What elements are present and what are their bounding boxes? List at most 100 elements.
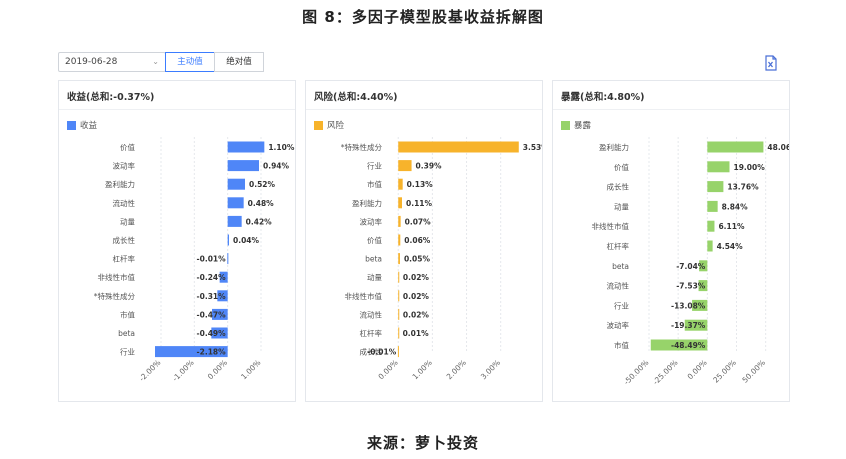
return-category-label: 非线性市值 (98, 272, 136, 282)
risk-bar[interactable] (398, 160, 412, 172)
risk-bar[interactable] (397, 346, 399, 358)
risk-category-label: 波动率 (360, 216, 383, 226)
risk-tick-label: 0.00% (376, 358, 399, 381)
risk-category-label: 盈利能力 (352, 198, 382, 208)
return-value-label: 0.48% (248, 199, 275, 208)
return-value-label: -0.01% (197, 255, 227, 264)
return-value-label: 1.10% (268, 143, 295, 152)
date-select[interactable]: 2019-06-28 ⌄ (58, 52, 166, 72)
return-bar[interactable] (155, 346, 228, 358)
risk-bar[interactable] (398, 141, 519, 153)
date-value: 2019-06-28 (65, 57, 118, 67)
exposure-category-label: 成长性 (607, 182, 630, 192)
return-category-label: *特殊性成分 (94, 291, 136, 301)
return-panel-divider (59, 109, 295, 110)
risk-bar[interactable] (398, 327, 400, 339)
risk-value-label: 0.39% (416, 162, 443, 171)
risk-category-label: 杠杆率 (360, 328, 383, 338)
exposure-value-label: -48.49% (671, 341, 706, 350)
return-bar[interactable] (227, 197, 244, 209)
return-category-label: 行业 (120, 347, 135, 357)
exposure-bar[interactable] (650, 339, 708, 351)
exposure-value-label: -7.04% (676, 262, 706, 271)
return-chart: -2.00% -1.00% 0.00% 1.00% 价值 1.10% 波动率 0.94% 盈利能… (94, 137, 295, 383)
risk-bar[interactable] (398, 253, 400, 265)
return-category-label: beta (118, 329, 135, 338)
return-bar[interactable] (227, 253, 229, 265)
exposure-category-label: 流动性 (607, 281, 630, 291)
return-bar[interactable] (227, 215, 242, 227)
risk-bar[interactable] (398, 197, 402, 209)
exposure-chart: -50.00% -25.00% 0.00% 25.00% 50.00% 盈利能力 48.06… (592, 137, 789, 387)
exposure-bar[interactable] (692, 299, 708, 311)
exposure-tick-label: -25.00% (651, 358, 680, 387)
figure-title: 图 8：多因子模型股基收益拆解图 (302, 8, 544, 26)
exposure-bar[interactable] (699, 260, 708, 272)
exposure-bar[interactable] (707, 181, 724, 193)
risk-bar[interactable] (398, 234, 401, 246)
return-category-label: 成长性 (113, 235, 136, 245)
return-bar[interactable] (211, 327, 228, 339)
risk-value-label: 3.53% (523, 143, 542, 152)
risk-tick-label: 2.00% (445, 358, 468, 381)
risk-value-label: -0.01% (367, 348, 397, 357)
risk-category-label: 价值 (367, 235, 382, 245)
exposure-bar[interactable] (684, 319, 708, 331)
exposure-legend[interactable]: 暴露 (561, 119, 592, 131)
exposure-value-label: -7.53% (676, 282, 706, 291)
risk-bar[interactable] (398, 290, 400, 302)
return-bar[interactable] (219, 271, 228, 283)
risk-category-label: 成长性 (360, 347, 383, 357)
risk-panel-divider (306, 109, 542, 110)
return-legend[interactable]: 收益 (67, 119, 97, 131)
risk-panel: 风险(总和:4.40%) 风险 0.00% 1.00% 2.00% 3.00% *特殊性… (305, 80, 543, 402)
risk-value-label: 0.11% (406, 199, 433, 208)
return-bar[interactable] (227, 141, 265, 153)
exposure-legend-label: 暴露 (574, 121, 592, 131)
return-panel: 收益(总和:-0.37%) 收益 -2.00% -1.00% 0.00% 1.00% 价… (58, 80, 296, 402)
risk-bar[interactable] (398, 308, 400, 320)
return-value-label: 0.94% (263, 162, 290, 171)
risk-tick-label: 1.00% (411, 358, 434, 381)
exposure-bar[interactable] (698, 280, 708, 292)
risk-value-label: 0.02% (403, 292, 430, 301)
return-bar[interactable] (227, 178, 245, 190)
risk-value-label: 0.06% (404, 236, 431, 245)
return-bar[interactable] (227, 160, 259, 172)
exposure-category-label: 价值 (614, 162, 629, 172)
risk-bar[interactable] (398, 271, 400, 283)
return-panel-title: 收益(总和:-0.37%) (67, 92, 155, 103)
risk-tick-label: 3.00% (479, 358, 502, 381)
return-bar[interactable] (212, 308, 228, 320)
risk-legend-label: 风险 (327, 121, 345, 131)
risk-bar[interactable] (398, 178, 403, 190)
return-category-label: 价值 (120, 142, 135, 152)
return-legend-swatch (67, 120, 76, 130)
return-value-label: -0.49% (197, 329, 227, 338)
exposure-category-label: beta (612, 262, 629, 271)
exposure-bar[interactable] (707, 240, 713, 252)
return-bar[interactable] (217, 290, 228, 302)
exposure-bar[interactable] (707, 220, 715, 232)
risk-legend[interactable]: 风险 (314, 119, 345, 131)
risk-category-label: 行业 (367, 161, 382, 171)
exposure-bar[interactable] (707, 161, 730, 173)
active-value-button[interactable]: 主动值 (165, 52, 215, 72)
export-excel-icon[interactable] (763, 55, 779, 71)
risk-category-label: 动量 (367, 272, 382, 282)
exposure-tick-label: 25.00% (711, 358, 738, 385)
return-category-label: 市值 (120, 309, 135, 319)
risk-value-label: 0.02% (403, 273, 430, 282)
return-tick-label: 1.00% (239, 358, 262, 381)
exposure-category-label: 杠杆率 (607, 241, 630, 251)
absolute-value-button[interactable]: 绝对值 (214, 52, 264, 72)
return-value-label: 0.04% (233, 236, 260, 245)
exposure-value-label: 19.00% (734, 163, 766, 172)
exposure-bar[interactable] (707, 200, 718, 212)
exposure-value-label: -19.37% (671, 321, 706, 330)
exposure-bar[interactable] (707, 141, 764, 153)
risk-bar[interactable] (398, 215, 401, 227)
return-bar[interactable] (227, 234, 229, 246)
risk-category-label: 流动性 (360, 309, 383, 319)
exposure-value-label: 48.06% (767, 143, 789, 152)
